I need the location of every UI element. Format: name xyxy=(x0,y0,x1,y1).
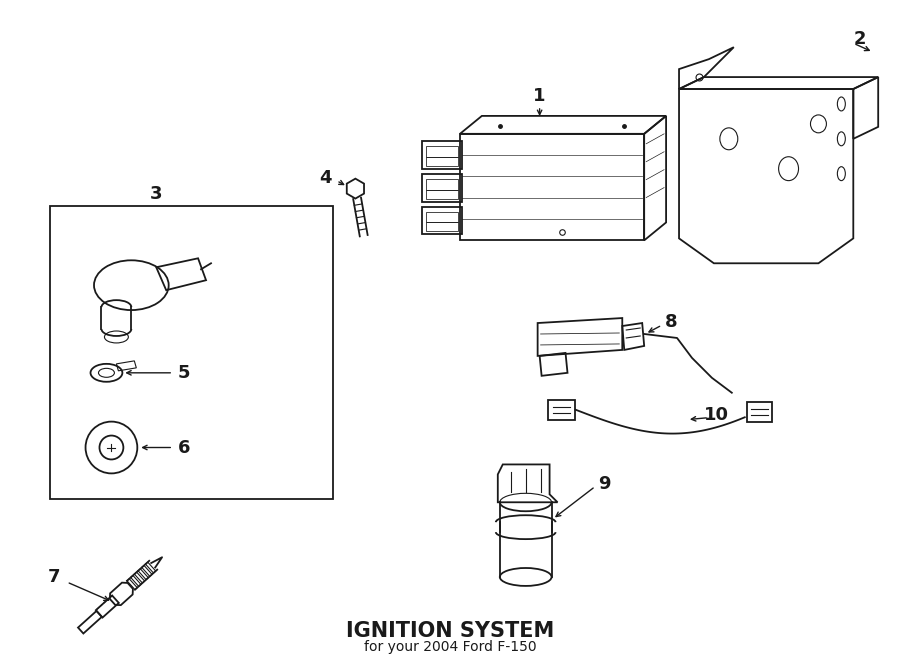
Text: 9: 9 xyxy=(598,475,610,493)
Text: 5: 5 xyxy=(178,364,191,382)
Bar xyxy=(426,157,458,166)
Bar xyxy=(426,178,458,190)
Text: 2: 2 xyxy=(854,30,867,48)
Text: 3: 3 xyxy=(150,184,163,202)
Bar xyxy=(426,223,458,231)
Bar xyxy=(50,206,334,499)
Text: IGNITION SYSTEM: IGNITION SYSTEM xyxy=(346,621,554,641)
Text: 10: 10 xyxy=(705,406,729,424)
Bar xyxy=(422,141,462,169)
Text: 6: 6 xyxy=(178,438,191,457)
Text: 4: 4 xyxy=(320,169,332,186)
Bar xyxy=(747,402,771,422)
Bar xyxy=(426,190,458,198)
Text: 8: 8 xyxy=(665,313,678,331)
Bar xyxy=(422,174,462,202)
Bar xyxy=(422,206,462,235)
Text: for your 2004 Ford F-150: for your 2004 Ford F-150 xyxy=(364,640,536,654)
Bar xyxy=(547,400,575,420)
Bar xyxy=(426,212,458,223)
Text: 7: 7 xyxy=(48,568,60,586)
Bar xyxy=(426,146,458,157)
Text: 1: 1 xyxy=(534,87,546,105)
